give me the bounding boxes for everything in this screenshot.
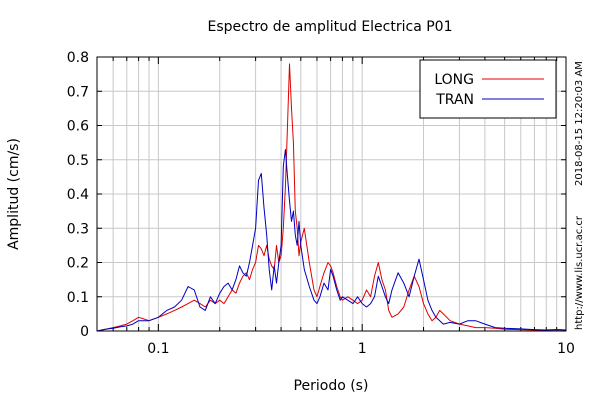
series-lines: [96, 63, 567, 332]
x-tick-label: 10: [557, 341, 575, 357]
grid-lines: [97, 57, 566, 331]
y-tick-label: 0.2: [67, 256, 89, 272]
y-tick-label: 0.6: [67, 119, 89, 135]
y-axis-ticks: 0 0.1 0.2 0.3 0.4 0.5 0.6 0.7 0.8: [67, 50, 566, 340]
y-tick-label: 0.8: [67, 50, 89, 66]
legend-box: [419, 59, 557, 119]
legend: LONG TRAN: [419, 59, 557, 119]
legend-label-tran: TRAN: [435, 92, 474, 108]
y-tick-label: 0.1: [67, 290, 89, 306]
x-tick-label: 1: [358, 341, 367, 357]
y-tick-label: 0: [80, 324, 89, 340]
legend-label-long: LONG: [434, 72, 474, 88]
x-tick-label: 0.1: [147, 341, 169, 357]
plot-frame: [96, 56, 567, 332]
y-axis-label: Amplitud (cm/s): [6, 138, 22, 250]
chart-title: Espectro de amplitud Electrica P01: [208, 19, 453, 35]
y-tick-label: 0.4: [67, 187, 89, 203]
x-axis-label: Periodo (s): [294, 378, 369, 394]
y-tick-label: 0.3: [67, 221, 89, 237]
series-line-tran: [96, 149, 567, 332]
x-axis-ticks: 0.1 1 10: [96, 57, 575, 357]
url-note: http://www.lis.ucr.ac.cr: [574, 216, 585, 330]
y-tick-label: 0.7: [67, 84, 89, 100]
y-tick-label: 0.5: [67, 153, 89, 169]
timestamp-note: 2018-08-15 12:20:03 AM: [574, 61, 585, 186]
series-line-long: [96, 63, 567, 332]
